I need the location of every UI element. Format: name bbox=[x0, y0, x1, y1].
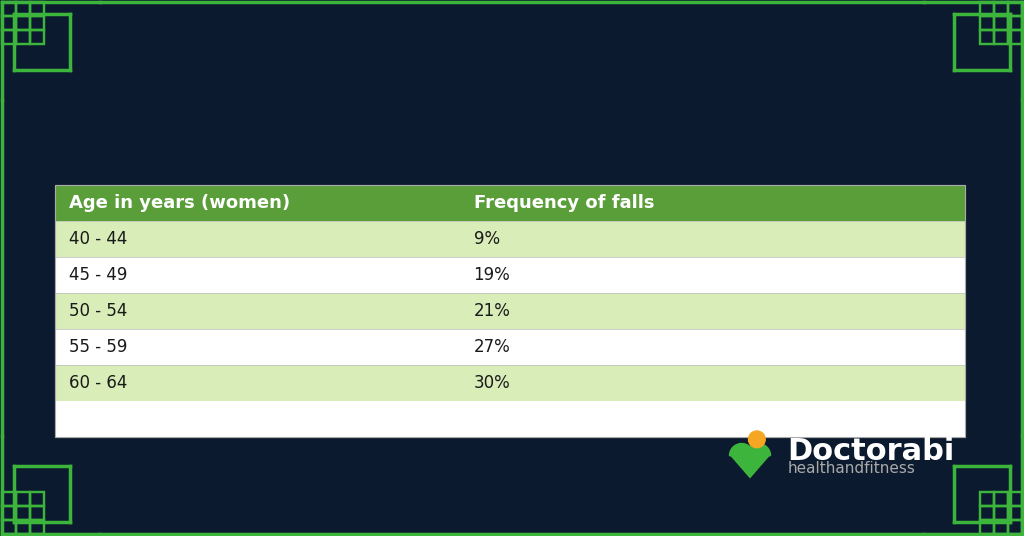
Text: 21%: 21% bbox=[473, 302, 511, 320]
Text: 19%: 19% bbox=[473, 266, 510, 284]
Text: 40 - 44: 40 - 44 bbox=[69, 230, 127, 248]
Bar bbox=[2, 2, 16, 16]
Text: 27%: 27% bbox=[473, 338, 510, 356]
Bar bbox=[55, 221, 965, 257]
Bar bbox=[16, 520, 30, 534]
Bar bbox=[30, 2, 44, 16]
Bar bbox=[30, 30, 44, 44]
Bar bbox=[1008, 16, 1022, 30]
Bar bbox=[16, 2, 30, 16]
Bar bbox=[980, 520, 994, 534]
Bar bbox=[30, 506, 44, 520]
Text: 55 - 59: 55 - 59 bbox=[69, 338, 127, 356]
Bar bbox=[1008, 492, 1022, 506]
Text: 50 - 54: 50 - 54 bbox=[69, 302, 127, 320]
Bar bbox=[994, 30, 1008, 44]
Bar bbox=[55, 293, 965, 329]
Bar bbox=[55, 401, 965, 437]
Polygon shape bbox=[730, 456, 770, 479]
Bar bbox=[16, 30, 30, 44]
Bar bbox=[994, 492, 1008, 506]
Bar bbox=[55, 329, 965, 365]
Bar bbox=[994, 520, 1008, 534]
Bar bbox=[16, 16, 30, 30]
Bar bbox=[2, 16, 16, 30]
Bar bbox=[1008, 506, 1022, 520]
Bar bbox=[2, 506, 16, 520]
Text: Age in years (women): Age in years (women) bbox=[69, 194, 290, 212]
Bar bbox=[980, 506, 994, 520]
Bar bbox=[1008, 520, 1022, 534]
Bar bbox=[30, 16, 44, 30]
Bar bbox=[55, 365, 965, 401]
Bar bbox=[55, 185, 965, 437]
Bar bbox=[2, 520, 16, 534]
Bar bbox=[980, 492, 994, 506]
Bar bbox=[2, 492, 16, 506]
Bar bbox=[1008, 30, 1022, 44]
Bar bbox=[2, 30, 16, 44]
Text: Doctorabi: Doctorabi bbox=[787, 437, 954, 466]
Bar bbox=[55, 185, 965, 221]
Bar bbox=[994, 16, 1008, 30]
Bar bbox=[55, 257, 965, 293]
Text: healthandfitness: healthandfitness bbox=[787, 461, 915, 476]
Bar bbox=[30, 520, 44, 534]
Bar bbox=[980, 2, 994, 16]
Bar bbox=[994, 506, 1008, 520]
Bar bbox=[55, 185, 965, 437]
Text: 30%: 30% bbox=[473, 374, 510, 392]
Bar bbox=[16, 506, 30, 520]
Bar bbox=[994, 2, 1008, 16]
Text: 60 - 64: 60 - 64 bbox=[69, 374, 127, 392]
Text: 45 - 49: 45 - 49 bbox=[69, 266, 127, 284]
Bar bbox=[980, 16, 994, 30]
Text: Frequency of falls: Frequency of falls bbox=[473, 194, 654, 212]
Circle shape bbox=[749, 431, 765, 448]
Text: 9%: 9% bbox=[473, 230, 500, 248]
Bar bbox=[30, 492, 44, 506]
Wedge shape bbox=[746, 443, 770, 456]
Bar bbox=[16, 492, 30, 506]
Bar bbox=[1008, 2, 1022, 16]
Bar bbox=[980, 30, 994, 44]
Wedge shape bbox=[729, 443, 754, 456]
